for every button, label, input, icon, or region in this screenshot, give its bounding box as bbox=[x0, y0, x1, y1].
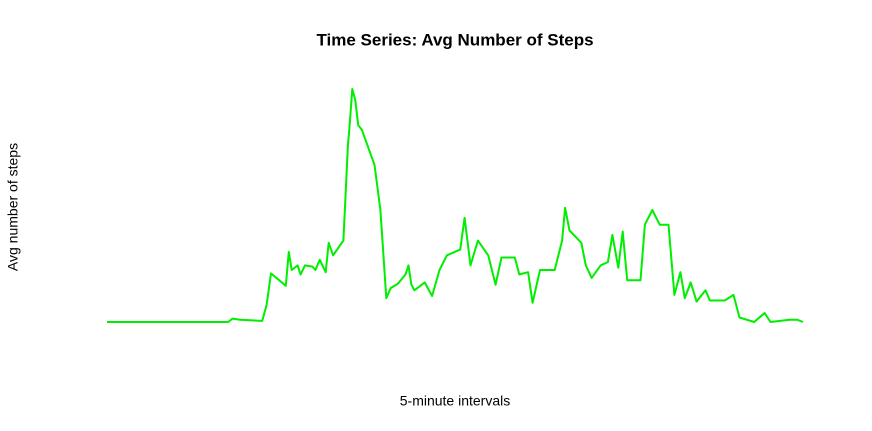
data-line bbox=[107, 88, 804, 323]
x-axis-label: 5-minute intervals bbox=[400, 393, 511, 409]
y-axis-label: Avg number of steps bbox=[5, 143, 21, 271]
chart-title: Time Series: Avg Number of Steps bbox=[316, 30, 593, 49]
